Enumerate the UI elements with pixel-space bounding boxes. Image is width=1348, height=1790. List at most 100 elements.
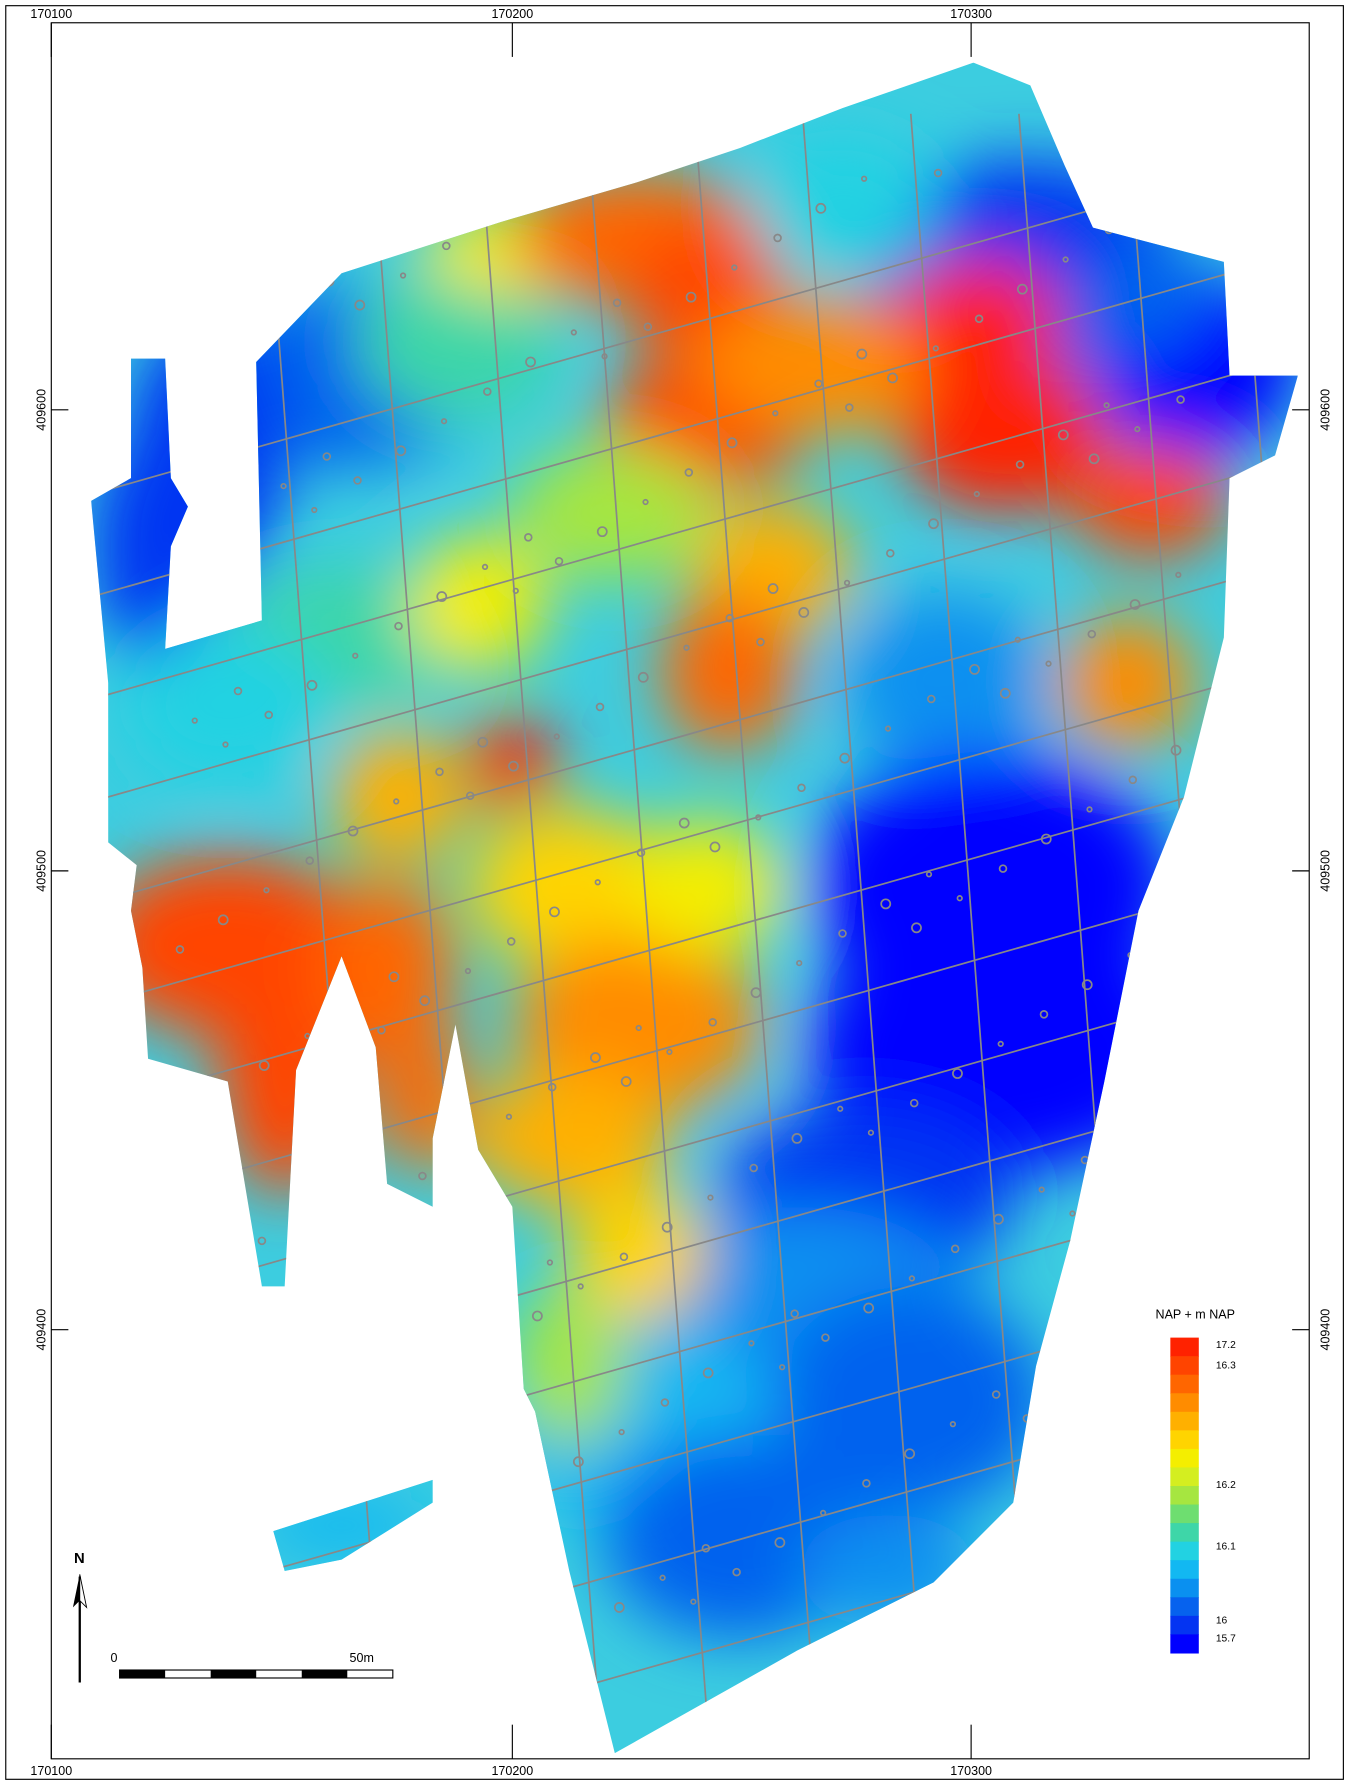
feature-pit	[175, 1122, 180, 1127]
feature-pit	[1153, 1326, 1160, 1333]
feature-pit	[1152, 1503, 1157, 1508]
feature-pit	[1107, 1530, 1116, 1539]
parcel-line	[1235, 114, 1348, 1776]
legend-band	[1170, 1523, 1198, 1542]
feature-pit	[218, 1092, 225, 1099]
legend-band	[1170, 1467, 1198, 1486]
x-label: 170100	[30, 7, 72, 21]
feature-pit	[1148, 196, 1157, 205]
legend-band	[1170, 1356, 1198, 1375]
elevation-blob	[376, 1013, 467, 1172]
scale-segment	[211, 1670, 257, 1678]
feature-pit	[460, 1318, 467, 1325]
feature-pit	[490, 1519, 495, 1524]
feature-pit	[371, 1553, 378, 1560]
y-label: 409600	[35, 389, 49, 431]
scale-start: 0	[110, 1651, 117, 1665]
feature-pit	[212, 1441, 221, 1450]
legend: NAP + m NAP 17.216.316.216.11615.7	[1156, 1307, 1237, 1653]
feature-pit	[289, 1261, 296, 1268]
elevation-surface	[0, 0, 1348, 1785]
elevation-blob	[751, 137, 933, 274]
elevation-blob	[125, 626, 330, 785]
y-label: 409400	[1319, 1309, 1333, 1351]
elevation-blob	[797, 1514, 979, 1628]
feature-pit	[282, 307, 289, 314]
scale-segment	[120, 1670, 166, 1678]
elevation-blob	[842, 592, 1047, 774]
feature-pit	[236, 511, 245, 520]
legend-band	[1170, 1375, 1198, 1394]
legend-band	[1170, 1634, 1198, 1653]
feature-pit	[413, 1522, 422, 1531]
feature-pit	[444, 1546, 453, 1555]
legend-labels: 17.216.316.216.11615.7	[1216, 1340, 1236, 1645]
north-arrow: N	[73, 1551, 87, 1683]
legend-band	[1170, 1505, 1198, 1524]
x-label: 170100	[30, 1764, 72, 1778]
legend-band	[1170, 1560, 1198, 1579]
feature-pit	[977, 1619, 986, 1628]
legend-label: 16.2	[1216, 1480, 1236, 1491]
feature-pit	[331, 1231, 340, 1240]
feature-pit	[532, 1488, 539, 1495]
elevation-blob	[660, 592, 797, 751]
legend-label: 17.2	[1216, 1340, 1236, 1351]
feature-pit	[240, 338, 245, 343]
feature-pit	[1066, 1384, 1075, 1393]
feature-pit	[1159, 977, 1164, 982]
feature-pit	[531, 184, 536, 189]
feature-pit	[301, 1207, 310, 1216]
feature-pit	[171, 1295, 180, 1304]
feature-pit	[330, 1407, 337, 1414]
feature-pit	[241, 1642, 248, 1649]
feature-pit	[288, 1438, 293, 1443]
feature-pit	[946, 1595, 955, 1604]
feature-pit	[904, 1626, 911, 1633]
feature-pit	[1064, 1561, 1071, 1568]
feature-pit	[329, 1584, 334, 1589]
feature-pit	[1112, 1181, 1119, 1188]
legend-band	[1170, 1338, 1198, 1357]
legend-bands	[1170, 1338, 1198, 1654]
legend-label: 16.1	[1216, 1541, 1236, 1552]
x-label: 170300	[950, 7, 992, 21]
scale-bar: 0 50m	[110, 1651, 392, 1678]
feature-pit	[1111, 1357, 1116, 1362]
legend-title: NAP + m NAP	[1156, 1307, 1235, 1321]
legend-band	[1170, 1449, 1198, 1468]
x-label: 170200	[491, 1764, 533, 1778]
feature-pit	[194, 542, 201, 549]
feature-pit	[485, 212, 494, 221]
elevation-blob	[330, 729, 467, 866]
map: 1701001701001702001702001703001703004096…	[0, 0, 1348, 1785]
north-label: N	[74, 1551, 85, 1567]
feature-pit	[169, 168, 174, 173]
feature-pit	[418, 1349, 423, 1354]
feature-pit	[347, 1003, 354, 1010]
legend-band	[1170, 1412, 1198, 1431]
feature-pit	[1170, 922, 1177, 929]
legend-band	[1170, 1486, 1198, 1505]
legend-band	[1170, 1597, 1198, 1616]
legend-label: 15.7	[1216, 1634, 1236, 1645]
feature-pit	[573, 1634, 580, 1641]
legend-band	[1170, 1542, 1198, 1561]
legend-band	[1170, 1393, 1198, 1412]
elevation-blob	[512, 444, 717, 581]
y-label: 409500	[35, 850, 49, 892]
feature-pit	[377, 1203, 382, 1208]
feature-pit	[370, 249, 375, 254]
feature-pit	[284, 1611, 293, 1620]
elevation-blobs	[91, 137, 1298, 1640]
scale-end: 50m	[350, 1651, 374, 1665]
feature-pit	[372, 1376, 381, 1385]
x-label: 170200	[491, 7, 533, 21]
legend-band	[1170, 1579, 1198, 1598]
feature-pit	[170, 1472, 177, 1479]
feature-pit	[195, 365, 204, 374]
y-label: 409400	[35, 1309, 49, 1351]
feature-pit	[459, 1495, 464, 1500]
feature-pit	[502, 1288, 511, 1297]
y-label: 409500	[1319, 850, 1333, 892]
